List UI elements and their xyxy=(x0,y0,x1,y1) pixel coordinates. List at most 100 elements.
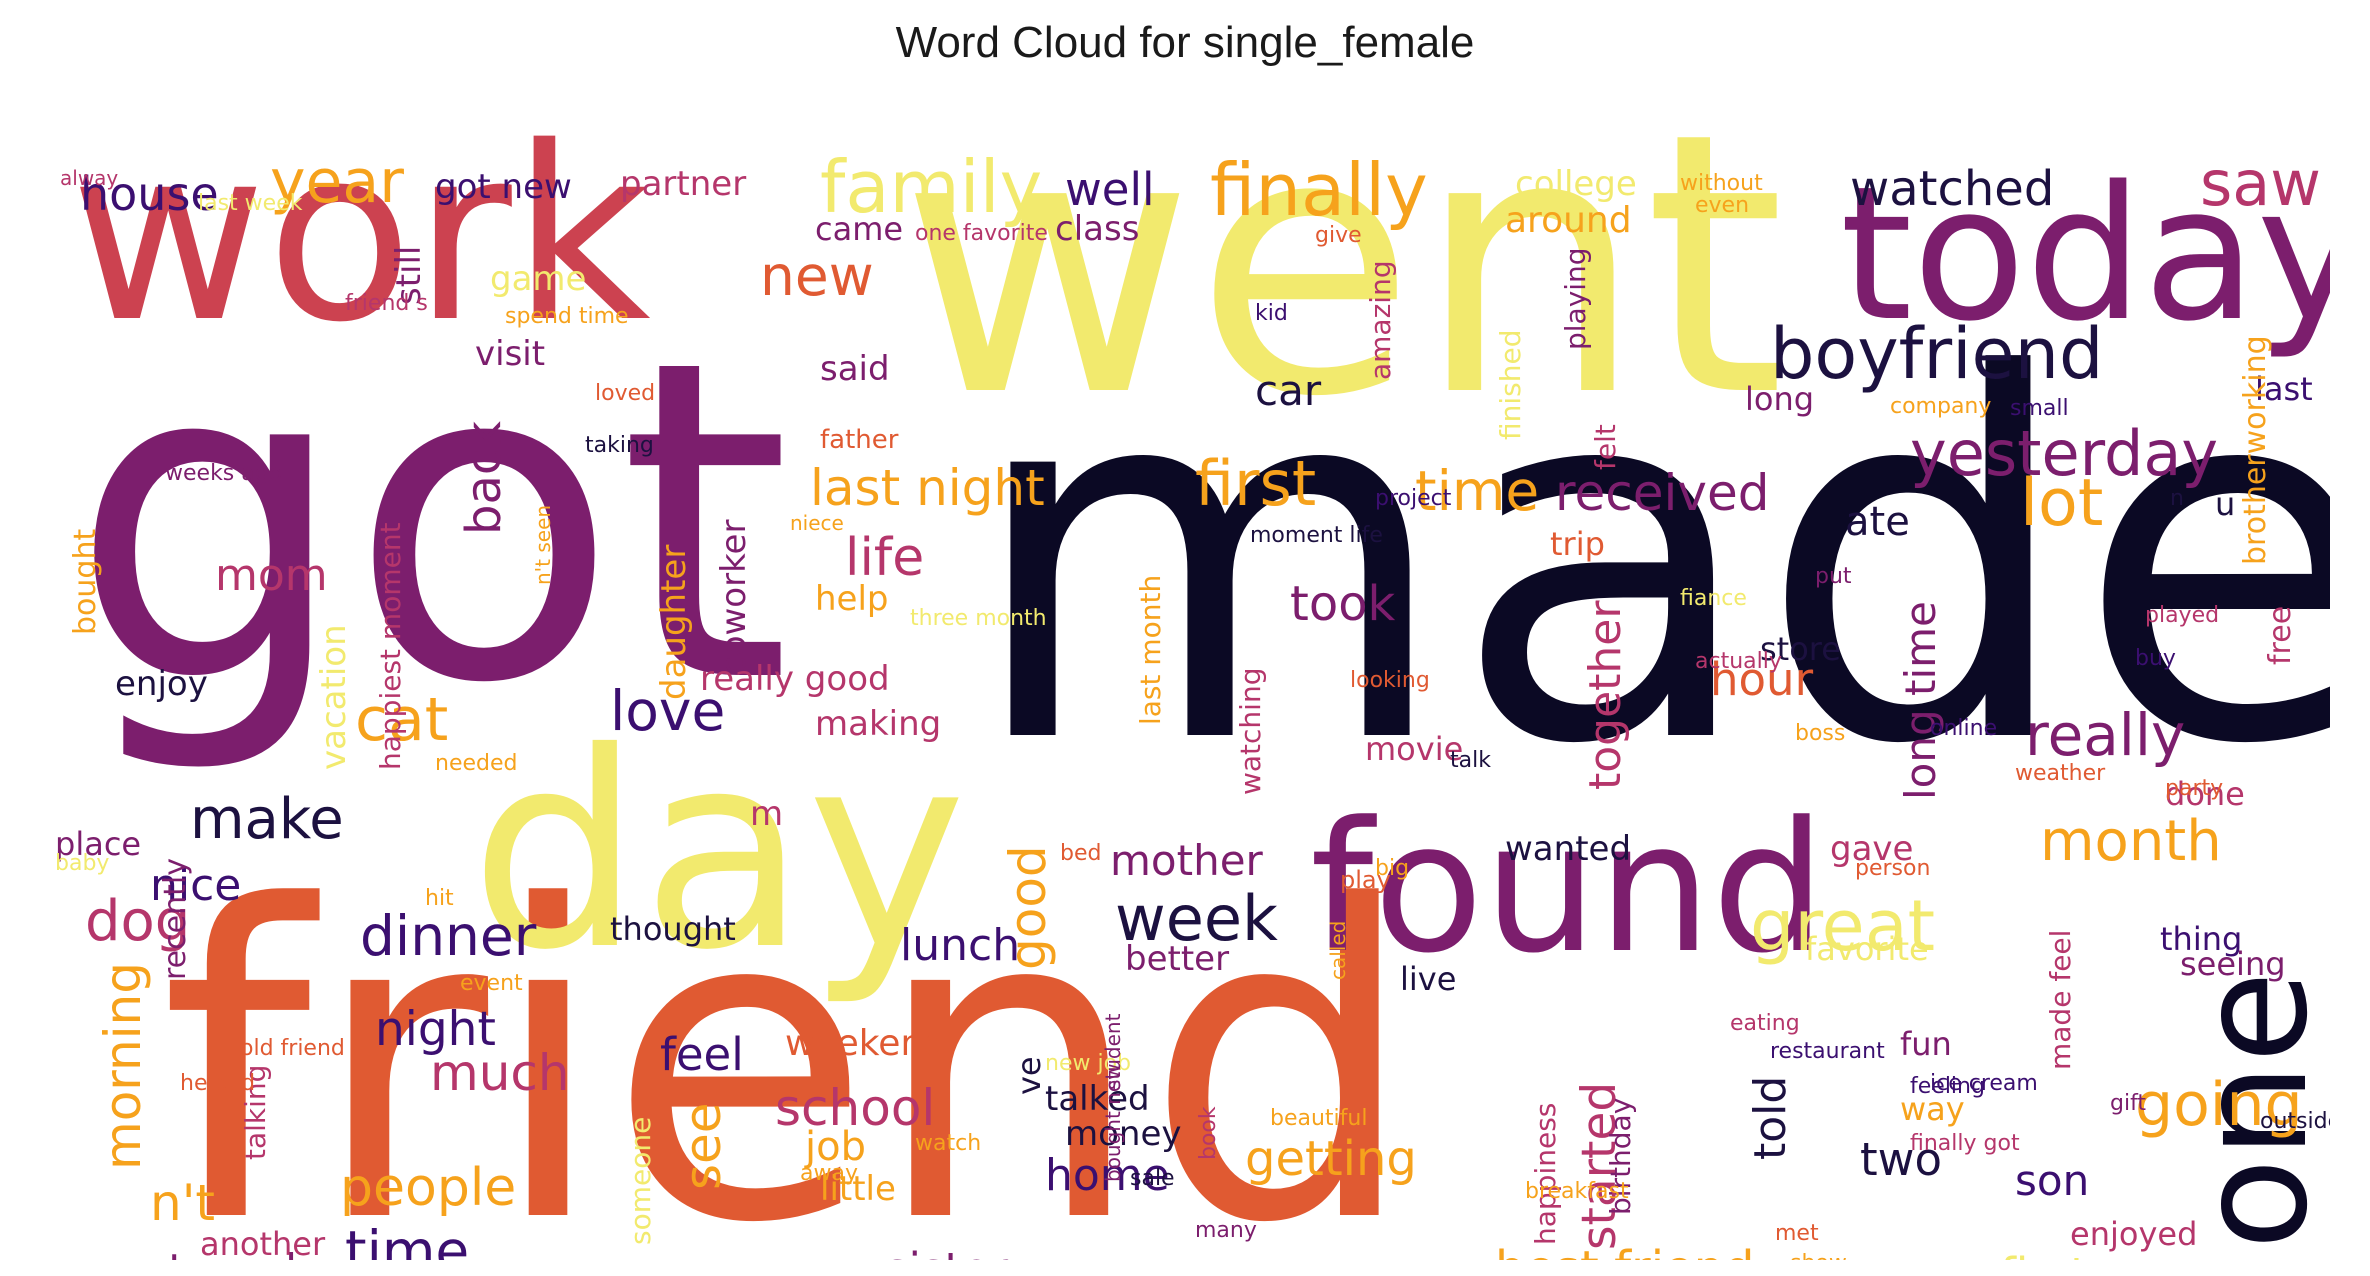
word-m: m xyxy=(750,794,783,834)
word-small: small xyxy=(2010,396,2069,421)
word-many: many xyxy=(1195,1218,1257,1243)
word-vacation: vacation xyxy=(314,624,354,770)
word-last: last xyxy=(2255,370,2313,408)
word-last-month: last month xyxy=(1134,575,1167,725)
word-watch: watch xyxy=(915,1131,981,1156)
word-really: really xyxy=(2025,701,2185,769)
word-two: two xyxy=(1860,1133,1942,1186)
word-around: around xyxy=(1505,200,1632,241)
word-talking: talking xyxy=(239,1065,272,1160)
word-first: first xyxy=(2000,1248,2088,1260)
word-moment-life: moment life xyxy=(1250,523,1383,548)
word-coworker: coworker xyxy=(714,520,754,675)
word-n: n xyxy=(2170,486,2184,511)
word-n-t-seen: n't seen xyxy=(531,505,555,585)
word-gift: gift xyxy=(2110,1091,2146,1116)
word-old-friend: old friend xyxy=(240,1036,345,1061)
word-dog: dog xyxy=(85,889,190,954)
word-three-month: three month xyxy=(910,606,1047,631)
word-daughter: daughter xyxy=(654,545,694,700)
word-really-good: really good xyxy=(700,659,890,699)
word-mom: mom xyxy=(215,550,328,601)
word-time: time xyxy=(345,1219,469,1260)
word-make: make xyxy=(190,787,344,852)
word-ve: ve xyxy=(1010,1056,1048,1095)
word-long-time: long time xyxy=(1896,601,1945,800)
word-great: great xyxy=(1750,885,1935,967)
word-hour: hour xyxy=(1710,653,1814,706)
word-show: show xyxy=(1790,1251,1847,1260)
word-month: month xyxy=(2040,809,2222,874)
word-got-new: got new xyxy=(435,167,572,207)
word-actually: actually xyxy=(1695,649,1782,674)
word-class: class xyxy=(1055,209,1139,249)
word-baby: baby xyxy=(55,851,109,876)
word-alway: alway xyxy=(60,166,118,190)
word-back: back xyxy=(456,421,512,535)
word-play: play xyxy=(1340,866,1391,894)
word-movie: movie xyxy=(1365,730,1463,768)
word-house: house xyxy=(80,167,219,221)
word-another: another xyxy=(200,1225,326,1260)
word-needed: needed xyxy=(435,751,517,776)
word-finally: finally xyxy=(1210,148,1428,232)
word-outside: outside xyxy=(2260,1109,2330,1134)
chart-title: Word Cloud for single_female xyxy=(895,18,1475,67)
word-playing: playing xyxy=(1559,247,1592,350)
word-big: big xyxy=(1375,856,1409,881)
word-talked: talked xyxy=(1045,1079,1150,1119)
word-friend-s: friend s xyxy=(345,291,428,316)
word-n-t: n't xyxy=(150,1174,215,1232)
word-much: much xyxy=(430,1044,570,1102)
word-job: job xyxy=(804,1124,866,1170)
word-time: time xyxy=(1415,459,1539,523)
word-company: company xyxy=(1890,394,1991,419)
word-cat: cat xyxy=(355,685,448,755)
word-give: give xyxy=(1315,223,1362,248)
word-seeing: seeing xyxy=(2180,945,2286,983)
word-made-feel: made feel xyxy=(2044,930,2077,1070)
word-felt: felt xyxy=(1589,424,1622,470)
word-way: way xyxy=(1900,1090,1965,1128)
word-place: place xyxy=(55,825,141,863)
word-niece: niece xyxy=(790,511,844,535)
word-sale: sale xyxy=(1130,1166,1175,1191)
word-father: father xyxy=(820,425,899,455)
word-recently: recently xyxy=(158,858,193,980)
word-game: game xyxy=(490,259,586,299)
word-beautiful: beautiful xyxy=(1270,1106,1367,1131)
word-breakfast: breakfast xyxy=(1525,1179,1629,1204)
word-lot: lot xyxy=(2020,466,2103,541)
word-best-friend: best friend xyxy=(1495,1241,1754,1260)
word-week: week xyxy=(1115,882,1278,955)
word-event-made: event made xyxy=(60,1245,324,1260)
word-enjoy: enjoy xyxy=(115,664,208,704)
word-dinner: dinner xyxy=(360,904,537,968)
word-long: long xyxy=(1745,380,1814,418)
word-away: away xyxy=(800,1161,858,1186)
word-visit: visit xyxy=(475,334,545,374)
word-met: met xyxy=(1775,1221,1819,1246)
word-son: son xyxy=(2015,1156,2089,1205)
word-wanted: wanted xyxy=(1505,829,1631,869)
word-favorite: favorite xyxy=(1805,930,1929,968)
word-weekend: weekend xyxy=(785,1023,946,1064)
word-spend-time: spend time xyxy=(505,304,629,329)
word-free: free xyxy=(2263,606,2298,665)
word-finally-got: finally got xyxy=(1910,1131,2020,1156)
word-work: work xyxy=(70,95,651,375)
word-watched: watched xyxy=(1850,161,2054,217)
word-ice-cream: ice cream xyxy=(1930,1071,2038,1096)
word-college: college xyxy=(1515,164,1637,204)
word-hit: hit xyxy=(425,886,454,911)
word-watching: watching xyxy=(1234,668,1267,795)
word-brotherworking: brotherworking xyxy=(2238,335,2273,565)
word-saw: saw xyxy=(2200,147,2321,220)
word-today: today xyxy=(1840,146,2330,362)
word-project: project xyxy=(1375,486,1452,511)
word-new-job: new job xyxy=(1045,1051,1131,1076)
word-put: put xyxy=(1815,564,1852,589)
word-still: still xyxy=(389,246,429,305)
word-bed: bed xyxy=(1060,841,1101,866)
word-said: said xyxy=(820,349,890,389)
